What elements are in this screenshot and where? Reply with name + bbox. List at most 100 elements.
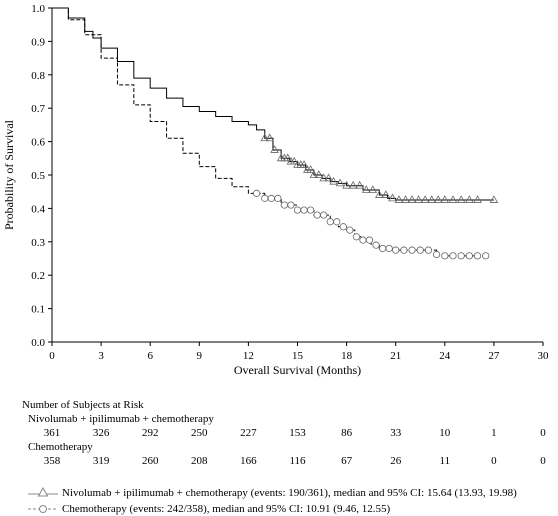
risk-count: 0 bbox=[540, 455, 546, 467]
censor-marker-0-36 bbox=[456, 195, 466, 203]
series-line-0 bbox=[52, 7, 494, 201]
censor-marker-0-28 bbox=[401, 195, 410, 203]
censor-marker-1-3 bbox=[274, 194, 282, 202]
censor-marker-1-26 bbox=[433, 250, 441, 259]
x-tick-label-5: 15 bbox=[292, 350, 304, 362]
censor-marker-0-22 bbox=[361, 185, 371, 193]
censor-marker-1-22 bbox=[400, 246, 408, 254]
risk-count: 260 bbox=[141, 455, 159, 467]
censor-marker-1-11 bbox=[326, 218, 334, 226]
censor-marker-1-0 bbox=[252, 189, 261, 197]
x-tick-label-9: 27 bbox=[488, 350, 500, 362]
y-tick-label-0: 0.0 bbox=[31, 337, 45, 349]
risk-count: 26 bbox=[390, 455, 402, 467]
censor-marker-0-7 bbox=[289, 156, 299, 165]
circle-dashed-line-icon bbox=[28, 505, 58, 513]
censor-marker-0-23 bbox=[368, 185, 378, 193]
censor-marker-0-2 bbox=[270, 145, 279, 153]
censor-marker-1-28 bbox=[449, 252, 457, 260]
risk-count: 361 bbox=[43, 427, 61, 439]
censor-marker-1-31 bbox=[473, 252, 482, 260]
censor-marker-1-30 bbox=[465, 252, 473, 260]
y-tick-label-4: 0.4 bbox=[31, 203, 45, 215]
censor-marker-0-37 bbox=[465, 195, 474, 203]
censor-marker-0-27 bbox=[394, 195, 404, 203]
censor-marker-1-29 bbox=[457, 252, 465, 260]
censor-marker-1-15 bbox=[352, 233, 361, 241]
censor-marker-1-23 bbox=[408, 246, 416, 254]
y-tick-label-2: 0.2 bbox=[31, 270, 45, 282]
x-tick-label-1: 3 bbox=[98, 350, 104, 362]
censor-marker-0-34 bbox=[440, 195, 450, 203]
risk-count: 153 bbox=[289, 427, 306, 439]
censor-marker-1-25 bbox=[424, 246, 433, 254]
risk-count: 292 bbox=[141, 427, 159, 439]
y-tick-label-7: 0.7 bbox=[31, 103, 45, 115]
y-tick-label-3: 0.3 bbox=[31, 237, 45, 249]
censor-marker-0-31 bbox=[420, 195, 430, 203]
y-tick-label-10: 1.0 bbox=[31, 3, 45, 15]
censor-marker-0-5 bbox=[283, 153, 292, 162]
risk-count: 326 bbox=[92, 427, 110, 439]
risk-count: 319 bbox=[92, 455, 110, 467]
censor-marker-0-21 bbox=[355, 180, 364, 189]
censor-marker-0-12 bbox=[306, 165, 315, 173]
censor-marker-1-20 bbox=[385, 244, 393, 253]
y-tick-label-1: 0.1 bbox=[31, 304, 45, 316]
censor-marker-1-7 bbox=[300, 206, 308, 214]
legend-item-chemo: Chemotherapy (events: 242/358), median a… bbox=[28, 502, 390, 516]
censor-marker-1-17 bbox=[365, 236, 374, 244]
censor-marker-0-38 bbox=[473, 195, 482, 203]
x-tick-label-6: 18 bbox=[341, 350, 353, 362]
risk-count: 33 bbox=[390, 427, 402, 439]
censor-marker-1-24 bbox=[416, 246, 424, 254]
risk-count: 10 bbox=[439, 427, 451, 439]
censor-marker-1-16 bbox=[359, 236, 367, 244]
censor-marker-0-10 bbox=[299, 160, 309, 168]
series-line-1 bbox=[52, 7, 486, 257]
legend-text-nivo: Nivolumab + ipilimumab + chemotherapy (e… bbox=[62, 487, 517, 499]
censor-marker-1-8 bbox=[306, 206, 315, 214]
survival-chart: 0 3 6 9 12 15 18 21 24 27 30 0.0 0.1 0.2 0.3 0.4 0.5 0.6 0… bbox=[2, 3, 550, 377]
censor-marker-0-33 bbox=[433, 195, 443, 203]
x-axis-label: Overall Survival (Months) bbox=[234, 363, 361, 377]
legend-item-nivo: Nivolumab + ipilimumab + chemotherapy (e… bbox=[28, 486, 517, 500]
risk-count: 0 bbox=[491, 455, 497, 467]
x-tick-label-7: 21 bbox=[390, 350, 401, 362]
censor-marker-1-10 bbox=[320, 211, 328, 219]
risk-count: 227 bbox=[240, 427, 257, 439]
censor-marker-0-26 bbox=[388, 193, 397, 202]
censor-marker-0-16 bbox=[324, 173, 333, 182]
risk-count: 0 bbox=[540, 427, 546, 439]
censor-marker-0-39 bbox=[489, 195, 499, 203]
censor-marker-1-27 bbox=[441, 252, 449, 260]
censor-marker-0-13 bbox=[309, 170, 319, 178]
risk-count: 11 bbox=[439, 455, 451, 467]
censor-marker-1-18 bbox=[372, 241, 380, 249]
censor-marker-1-32 bbox=[482, 252, 490, 260]
x-tick-label-4: 12 bbox=[243, 350, 254, 362]
y-tick-label-8: 0.8 bbox=[31, 70, 45, 82]
x-tick-label-2: 6 bbox=[147, 350, 153, 362]
censor-marker-0-18 bbox=[335, 178, 345, 187]
x-tick-label-10: 30 bbox=[538, 350, 550, 362]
censor-marker-1-4 bbox=[280, 201, 289, 209]
censor-marker-1-21 bbox=[392, 246, 400, 254]
censor-marker-0-24 bbox=[375, 190, 384, 198]
risk-group-label-nivo: Nivolumab + ipilimumab + chemotherapy bbox=[28, 413, 214, 425]
risk-count: 1 bbox=[491, 427, 497, 439]
y-tick-label-6: 0.6 bbox=[31, 137, 45, 149]
y-tick-label-9: 0.9 bbox=[31, 36, 45, 48]
censor-marker-1-2 bbox=[267, 194, 275, 202]
risk-count: 67 bbox=[341, 455, 353, 467]
censor-marker-1-6 bbox=[293, 206, 302, 214]
x-tick-label-8: 24 bbox=[439, 350, 451, 362]
censor-marker-1-13 bbox=[339, 223, 347, 231]
censor-marker-1-19 bbox=[379, 244, 387, 253]
legend-text-chemo: Chemotherapy (events: 242/358), median a… bbox=[62, 503, 391, 515]
censor-marker-1-14 bbox=[346, 226, 354, 234]
y-axis-label: Probability of Survival bbox=[2, 119, 16, 230]
censor-marker-0-25 bbox=[381, 190, 391, 198]
censor-marker-0-15 bbox=[319, 173, 328, 182]
risk-count: 358 bbox=[43, 455, 61, 467]
